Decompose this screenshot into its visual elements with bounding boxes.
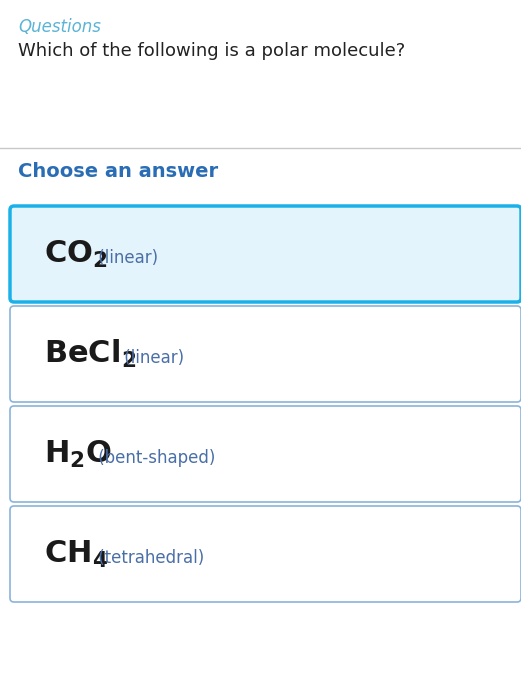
Text: (tetrahedral): (tetrahedral) <box>93 549 204 567</box>
Text: Questions: Questions <box>18 18 101 36</box>
FancyBboxPatch shape <box>10 506 521 602</box>
Text: Choose an answer: Choose an answer <box>18 162 218 181</box>
Text: (bent-shaped): (bent-shaped) <box>93 449 215 467</box>
FancyBboxPatch shape <box>10 206 521 302</box>
Text: Which of the following is a polar molecule?: Which of the following is a polar molecu… <box>18 42 405 60</box>
Text: (linear): (linear) <box>119 349 184 367</box>
Text: (linear): (linear) <box>93 249 158 267</box>
Text: $\mathbf{CO_2}$: $\mathbf{CO_2}$ <box>44 239 108 270</box>
Text: $\mathbf{BeCl_2}$: $\mathbf{BeCl_2}$ <box>44 338 136 370</box>
FancyBboxPatch shape <box>10 406 521 502</box>
FancyBboxPatch shape <box>10 306 521 402</box>
Text: $\mathbf{CH_4}$: $\mathbf{CH_4}$ <box>44 539 108 569</box>
Text: $\mathbf{H_2O}$: $\mathbf{H_2O}$ <box>44 438 112 469</box>
